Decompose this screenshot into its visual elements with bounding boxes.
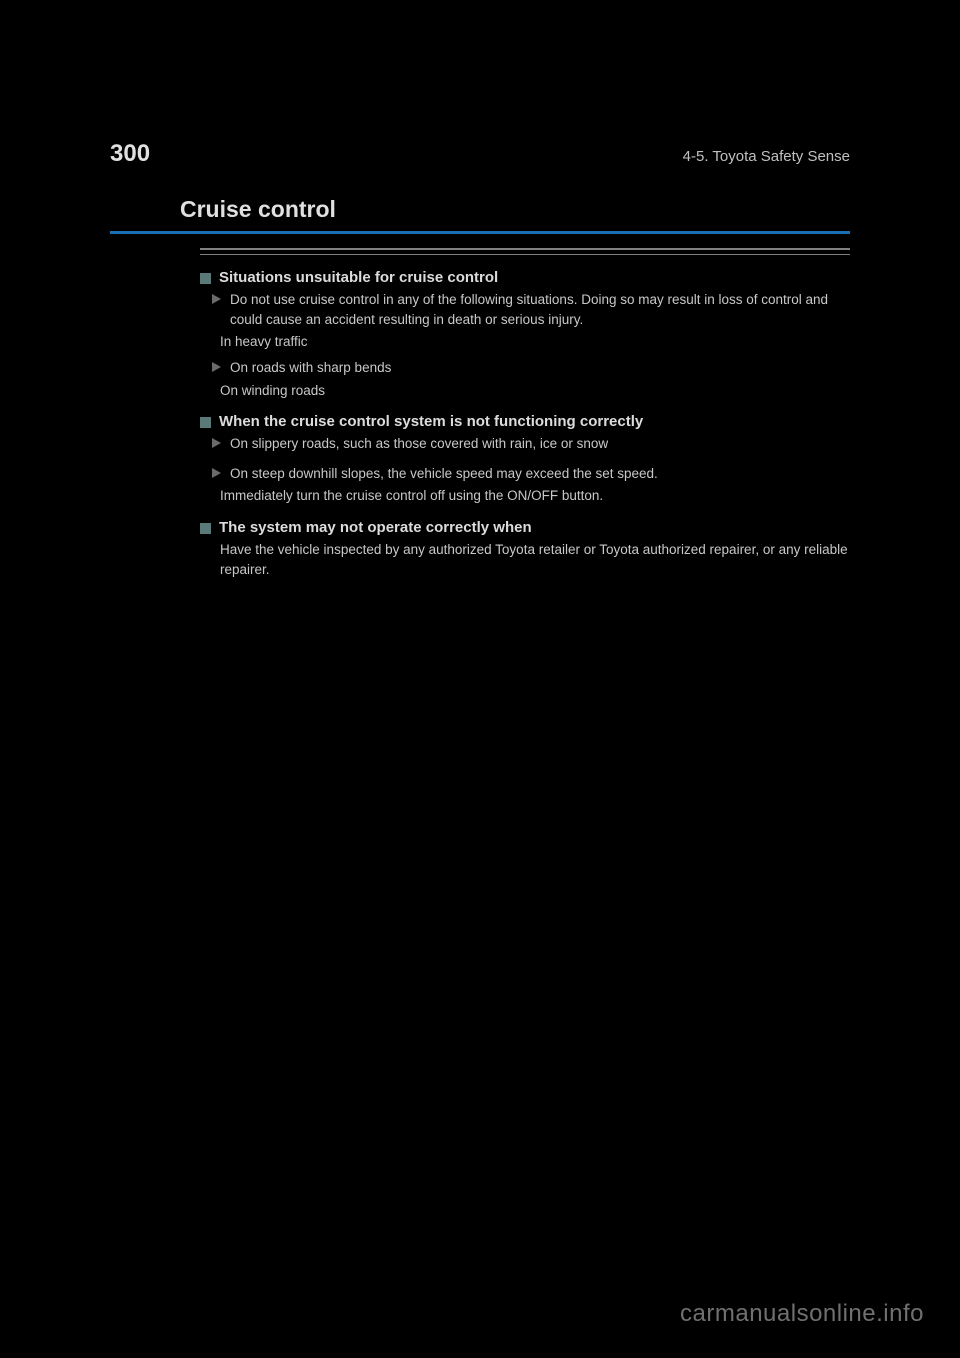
- triangle-bullet-icon: [212, 362, 222, 372]
- section-heading: When the cruise control system is not fu…: [200, 413, 850, 430]
- triangle-bullet-icon: [212, 438, 222, 448]
- square-bullet-icon: [200, 417, 211, 428]
- square-bullet-icon: [200, 273, 211, 284]
- section-heading-text: Situations unsuitable for cruise control: [219, 269, 498, 286]
- chapter-title: Cruise control: [180, 196, 850, 223]
- note-text: Immediately turn the cruise control off …: [220, 486, 850, 506]
- page-number: 300: [110, 140, 150, 168]
- section-path: 4-5. Toyota Safety Sense: [683, 148, 850, 165]
- triangle-bullet-icon: [212, 468, 222, 478]
- watermark-text: carmanualsonline.info: [680, 1300, 924, 1328]
- sub-item: On steep downhill slopes, the vehicle sp…: [212, 464, 850, 484]
- sub-item: On slippery roads, such as those covered…: [212, 434, 850, 454]
- note-text: On winding roads: [220, 381, 850, 401]
- section-heading: Situations unsuitable for cruise control: [200, 269, 850, 286]
- sub-item: On roads with sharp bends: [212, 358, 850, 378]
- note-text: In heavy traffic: [220, 332, 850, 352]
- triangle-bullet-icon: [212, 294, 222, 304]
- manual-page: 300 4-5. Toyota Safety Sense Cruise cont…: [0, 0, 960, 580]
- page-header: 300 4-5. Toyota Safety Sense: [110, 140, 850, 168]
- section-body-text: Have the vehicle inspected by any author…: [220, 540, 850, 581]
- square-bullet-icon: [200, 523, 211, 534]
- sub-item-text: Do not use cruise control in any of the …: [230, 290, 850, 329]
- section-heading-text: When the cruise control system is not fu…: [219, 413, 643, 430]
- sub-item-text: On roads with sharp bends: [230, 358, 391, 378]
- content-box: Situations unsuitable for cruise control…: [200, 248, 850, 580]
- blue-divider: [110, 231, 850, 234]
- content-inner: Situations unsuitable for cruise control…: [200, 254, 850, 580]
- section-heading-text: The system may not operate correctly whe…: [219, 519, 532, 536]
- sub-item-text: On slippery roads, such as those covered…: [230, 434, 608, 454]
- sub-item: Do not use cruise control in any of the …: [212, 290, 850, 329]
- section-heading: The system may not operate correctly whe…: [200, 519, 850, 536]
- sub-item-text: On steep downhill slopes, the vehicle sp…: [230, 464, 658, 484]
